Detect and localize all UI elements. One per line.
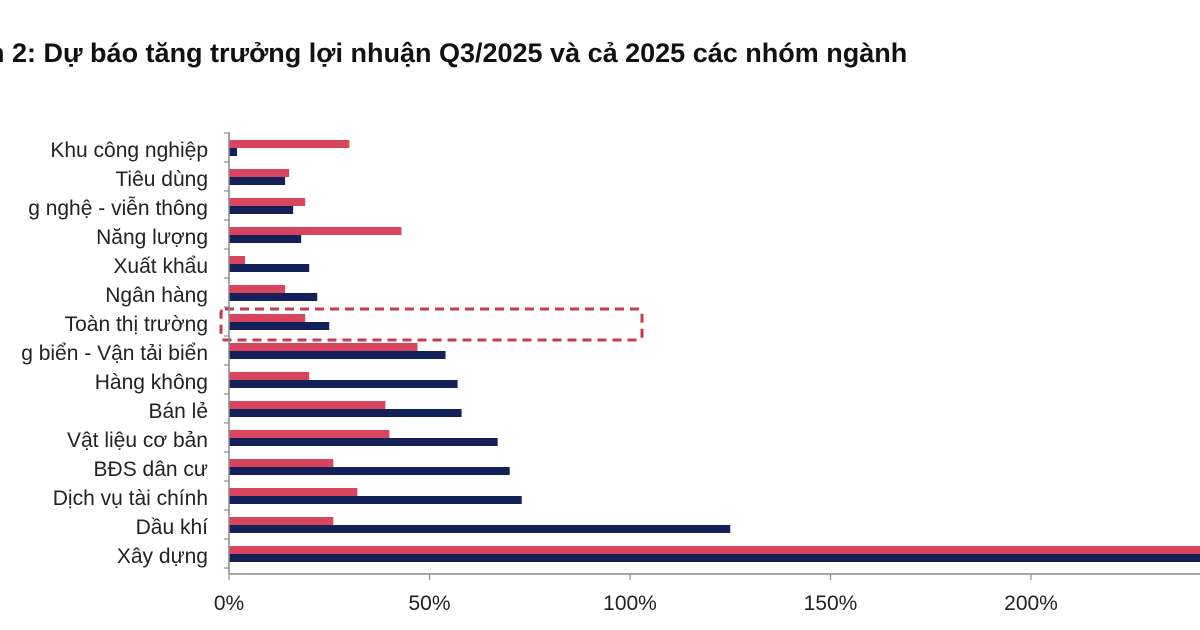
category-label: Xuất khẩu [113, 255, 208, 278]
highlight-layer [219, 307, 644, 342]
highlight-box [219, 307, 644, 342]
bar-series-1 [229, 285, 286, 293]
axis-layer [224, 132, 1200, 580]
x-tick-label: 50% [408, 592, 450, 615]
x-tick-label: 200% [1004, 592, 1058, 615]
category-label: BĐS dân cư [94, 458, 208, 481]
category-label: Hàng không [95, 371, 208, 394]
x-tick-label: 150% [804, 592, 858, 615]
x-tick-label: 100% [603, 592, 657, 615]
bar-series-1 [229, 546, 1200, 554]
category-label: Vật liệu cơ bản [67, 429, 208, 452]
bar-series-1 [229, 169, 290, 177]
bar-series-1 [229, 459, 334, 467]
bar-series-2 [229, 177, 286, 185]
bar-series-1 [229, 256, 246, 264]
bar-series-2 [229, 496, 522, 504]
bar-series-2 [229, 554, 1200, 562]
bar-series-1 [229, 401, 386, 409]
bar-series-2 [229, 351, 446, 359]
category-label: g biển - Vận tải biển [21, 342, 208, 365]
category-label: g nghệ - viễn thông [28, 197, 208, 220]
bar-series-2 [229, 525, 731, 533]
bar-series-2 [229, 293, 318, 301]
category-label: Dầu khí [136, 516, 209, 539]
category-label: Năng lượng [96, 226, 208, 249]
category-label: Xây dựng [117, 545, 208, 568]
labels-layer: Khu công nghiệp Tiêu dùng g nghệ - viễn th… [21, 139, 1058, 615]
bar-series-2 [229, 206, 294, 214]
bar-series-1 [229, 227, 402, 235]
bar-series-1 [229, 430, 390, 438]
bar-series-1 [229, 140, 350, 148]
bar-series-1 [229, 343, 418, 351]
category-label: Toàn thị trường [65, 313, 208, 336]
chart-title: n 2: Dự báo tăng trưởng lợi nhuận Q3/202… [0, 38, 908, 68]
x-tick-label: 0% [214, 592, 244, 615]
category-label: Dịch vụ tài chính [53, 487, 208, 510]
bar-series-2 [229, 148, 238, 156]
bar-series-2 [229, 467, 510, 475]
bar-series-1 [229, 517, 334, 525]
category-label: Tiêu dùng [115, 168, 208, 191]
bar-series-1 [229, 314, 306, 322]
bar-series-2 [229, 264, 310, 272]
bar-series-1 [229, 488, 358, 496]
bar-series-2 [229, 380, 458, 388]
bar-series-1 [229, 372, 310, 380]
bar-series-2 [229, 235, 302, 243]
bar-series-2 [229, 409, 462, 417]
bar-series-1 [229, 198, 306, 206]
category-label: Ngân hàng [105, 284, 208, 307]
category-label: Khu công nghiệp [50, 139, 208, 162]
category-label: Bán lẻ [148, 400, 208, 423]
bar-series-2 [229, 438, 498, 446]
bars-layer [229, 140, 1200, 562]
bar-series-2 [229, 322, 330, 330]
